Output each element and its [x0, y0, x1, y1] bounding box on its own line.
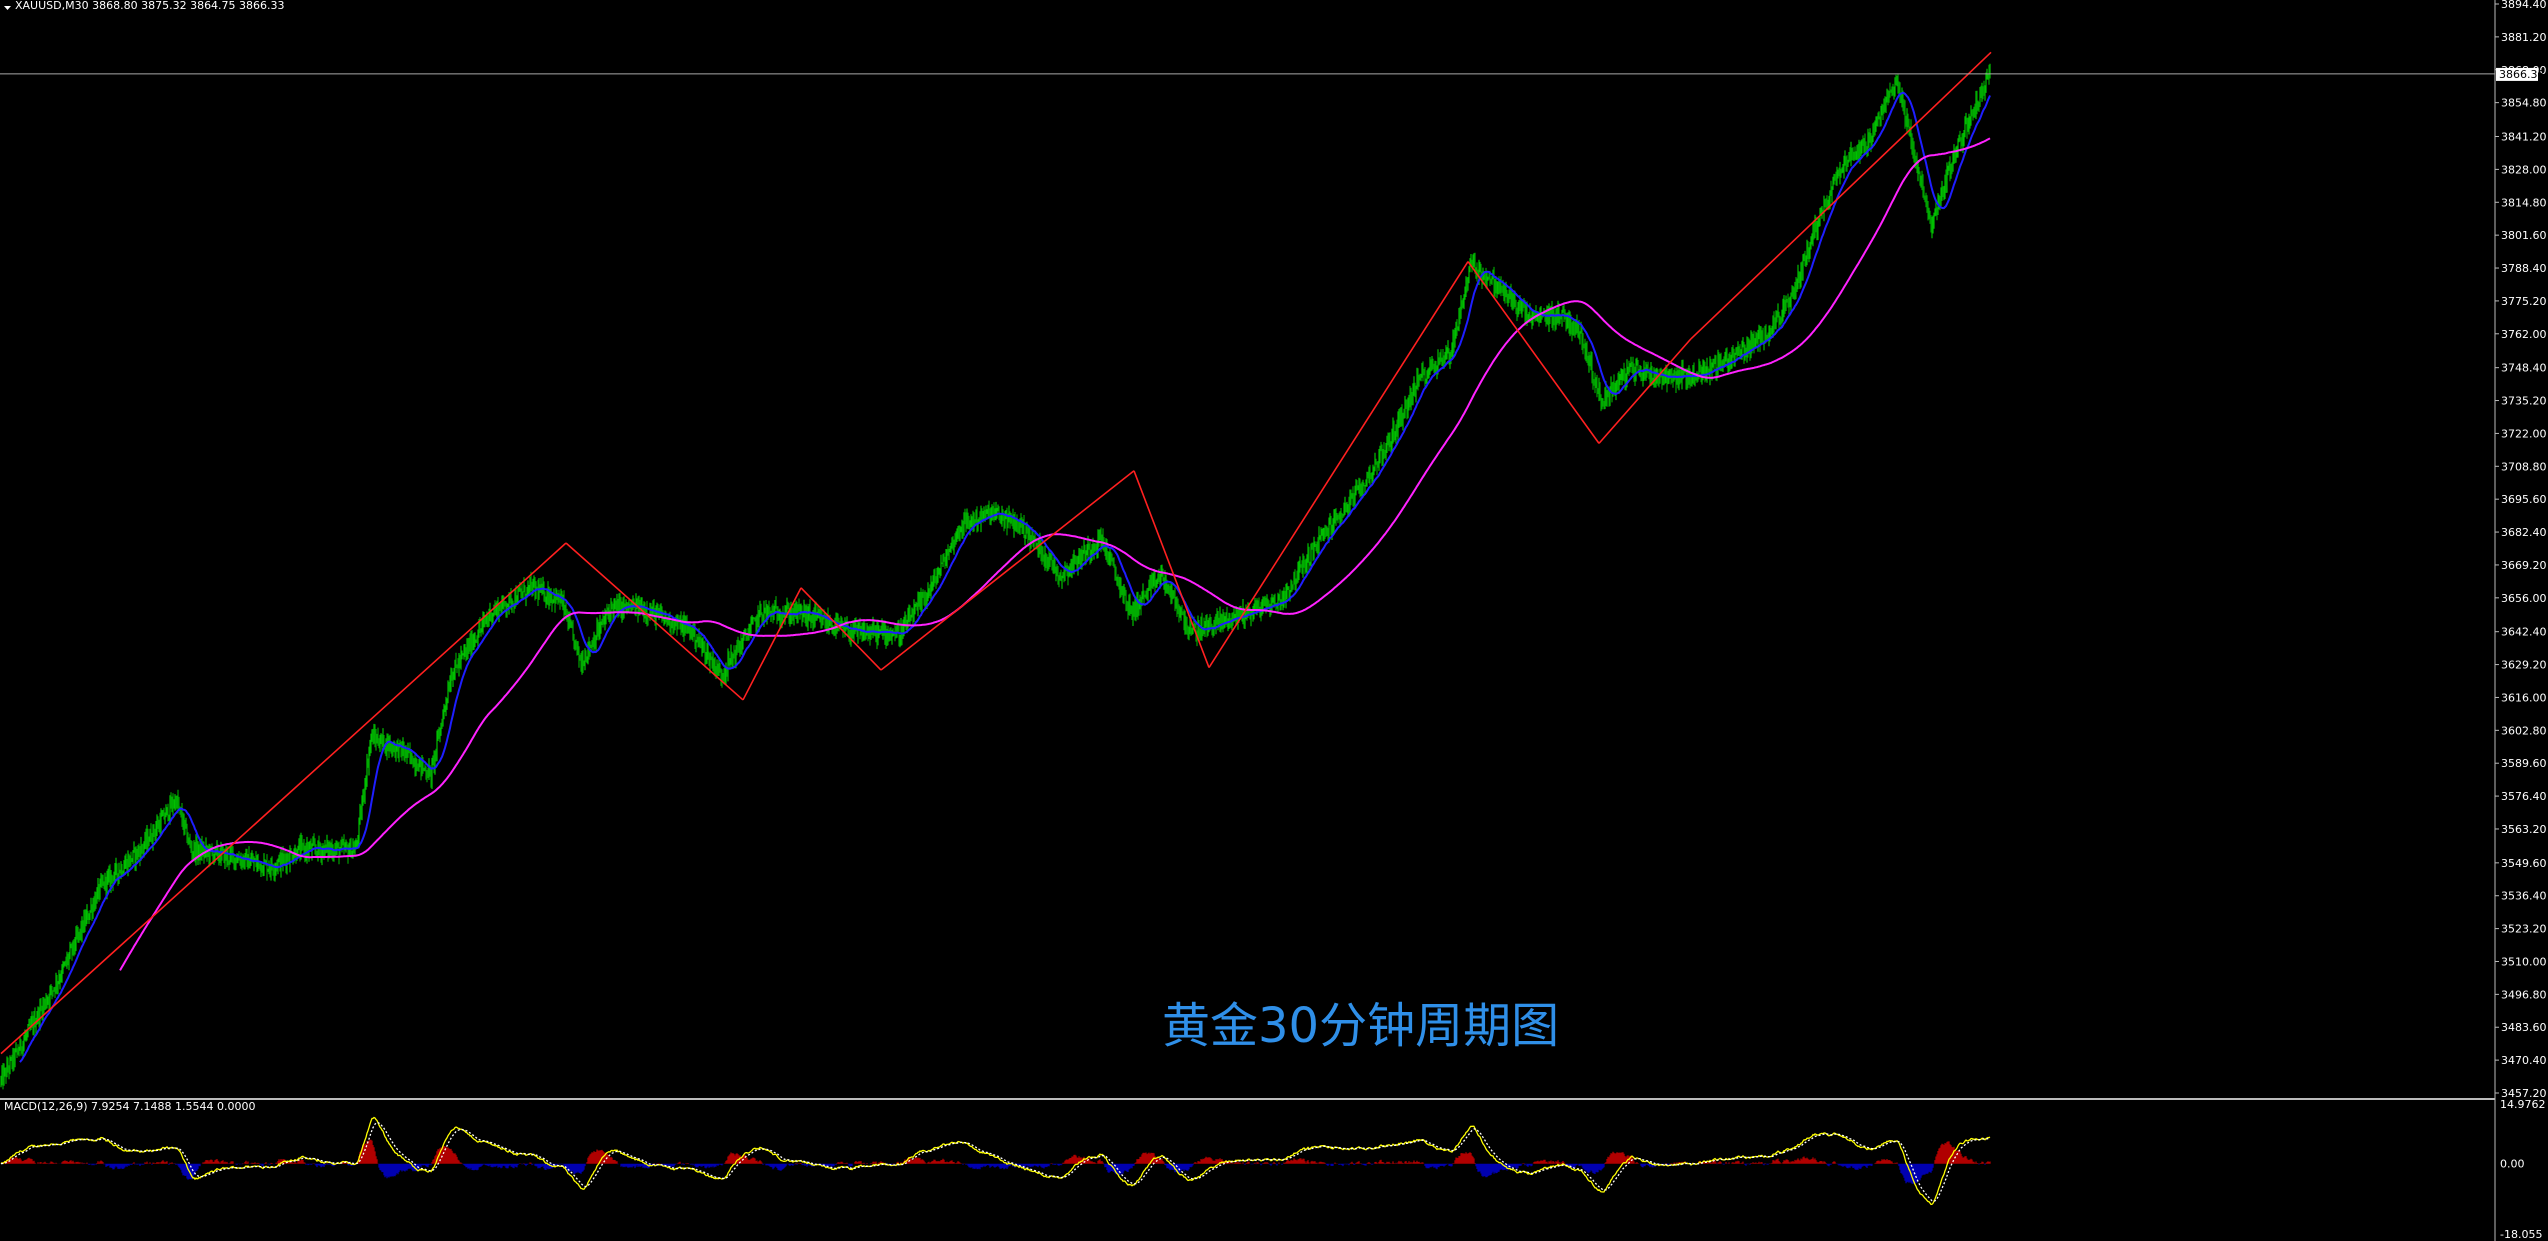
dropdown-triangle-icon[interactable]: [4, 6, 11, 10]
macd-zero-label: 0.00: [2500, 1158, 2525, 1171]
price-tick-label: 3589.60: [2501, 757, 2547, 770]
price-tick-label: 3814.80: [2501, 196, 2547, 209]
macd-hist-negative: [36, 1163, 1986, 1184]
price-tick-label: 3549.60: [2501, 857, 2547, 870]
current-price-label: 3866.33: [2499, 68, 2545, 81]
chart-header: XAUUSD,M30 3868.80 3875.32 3864.75 3866.…: [4, 0, 285, 12]
ma-fast-line: [19, 91, 1991, 1063]
price-axis: 3894.403881.203868.003854.803841.203828.…: [2495, 0, 2547, 1100]
macd-min-label: -18.055: [2500, 1228, 2542, 1241]
trendline[interactable]: [565, 542, 744, 701]
trendline[interactable]: [800, 587, 882, 671]
price-tick-label: 3828.00: [2501, 163, 2547, 176]
price-tick-label: 3616.00: [2501, 691, 2547, 704]
trendline[interactable]: [1133, 470, 1210, 668]
price-tick-label: 3762.00: [2501, 328, 2547, 341]
price-panel[interactable]: [0, 51, 1992, 1090]
trendline[interactable]: [1690, 51, 1992, 340]
price-tick-label: 3881.20: [2501, 31, 2547, 44]
price-tick-label: 3841.20: [2501, 131, 2547, 144]
price-tick-label: 3708.80: [2501, 460, 2547, 473]
trendline[interactable]: [1467, 261, 1600, 444]
current-price-box: [2496, 67, 2538, 81]
price-tick-label: 3457.20: [2501, 1087, 2547, 1100]
price-tick-label: 3894.40: [2501, 0, 2547, 11]
macd-title: MACD(12,26,9) 7.9254 7.1488 1.5544 0.000…: [4, 1100, 256, 1113]
price-tick-label: 3748.40: [2501, 362, 2547, 375]
price-tick-label: 3854.80: [2501, 97, 2547, 110]
trendline[interactable]: [1208, 261, 1469, 668]
price-tick-label: 3576.40: [2501, 790, 2547, 803]
price-tick-label: 3656.00: [2501, 592, 2547, 605]
price-tick-label: 3735.20: [2501, 395, 2547, 408]
price-tick-label: 3510.00: [2501, 955, 2547, 968]
price-tick-label: 3682.40: [2501, 526, 2547, 539]
price-tick-label: 3602.80: [2501, 724, 2547, 737]
price-tick-label: 3775.20: [2501, 295, 2547, 308]
price-tick-label: 3563.20: [2501, 823, 2547, 836]
price-tick-label: 3788.40: [2501, 262, 2547, 275]
ma-slow-line: [119, 137, 1991, 971]
trendline[interactable]: [0, 542, 567, 1055]
macd-max-label: 14.9762: [2500, 1098, 2546, 1111]
price-tick-label: 3496.80: [2501, 988, 2547, 1001]
price-tick-label: 3669.20: [2501, 559, 2547, 572]
price-tick-label: 3642.40: [2501, 626, 2547, 639]
macd-main-line: [0, 1116, 1991, 1206]
price-tick-label: 3523.20: [2501, 923, 2547, 936]
price-tick-label: 3536.40: [2501, 890, 2547, 903]
chart-caption: 黄金30分钟周期图: [1162, 998, 1559, 1054]
price-tick-label: 3629.20: [2501, 659, 2547, 672]
price-tick-label: 3470.40: [2501, 1054, 2547, 1067]
price-tick-label: 3722.00: [2501, 427, 2547, 440]
price-tick-label: 3801.60: [2501, 229, 2547, 242]
macd-panel[interactable]: [0, 1116, 1991, 1206]
trendline[interactable]: [880, 470, 1135, 671]
symbol-info: XAUUSD,M30 3868.80 3875.32 3864.75 3866.…: [15, 0, 285, 12]
trendline[interactable]: [742, 587, 802, 701]
price-tick-label: 3695.60: [2501, 493, 2547, 506]
price-tick-label: 3483.60: [2501, 1021, 2547, 1034]
trendline[interactable]: [1598, 338, 1692, 444]
macd-signal-line: [0, 1122, 1991, 1202]
